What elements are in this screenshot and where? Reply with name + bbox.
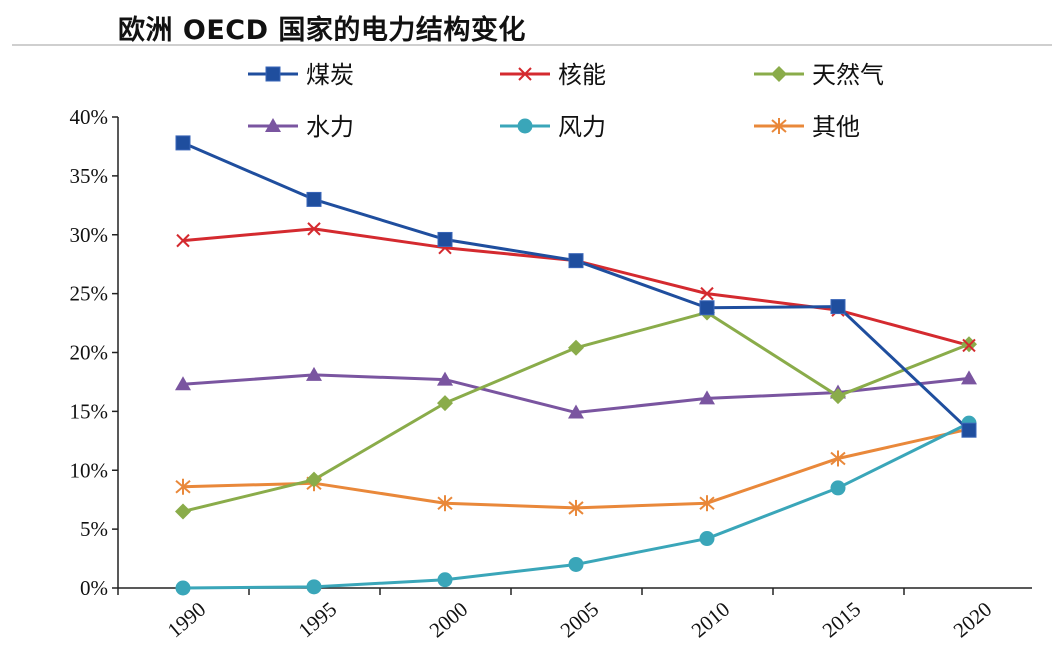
chart-title: 欧洲 OECD 国家的电力结构变化 [118, 15, 526, 46]
series-line-0 [182, 141, 971, 432]
data-point-4-0 [175, 580, 191, 596]
y-tick-label: 10% [70, 458, 109, 482]
data-point-1-0 [176, 233, 190, 248]
series-line-5 [182, 427, 970, 510]
legend-label: 核能 [558, 61, 606, 89]
data-point-4-2 [437, 572, 453, 588]
data-point-4-1 [306, 579, 322, 595]
data-point-0-6 [961, 422, 977, 438]
y-tick-label: 20% [70, 341, 109, 365]
data-point-1-1 [307, 222, 321, 236]
x-tick-label: 2005 [556, 597, 604, 642]
data-point-3-3 [568, 404, 584, 419]
chart-axes: 0% 5% 10% 15% 20% 25% 30% 35% 40% 1990 1995 2000 200… [70, 105, 1032, 642]
legend-label: 其他 [812, 113, 860, 141]
marker-stroke [700, 286, 714, 301]
x-tick-label: 1995 [294, 597, 342, 642]
legend-marker [771, 66, 787, 82]
data-point-2-1 [306, 471, 322, 488]
y-tick-label: 0% [80, 576, 108, 600]
y-tick-label: 25% [70, 282, 109, 306]
data-point-0-2 [437, 231, 453, 247]
legend-label: 水力 [306, 113, 354, 141]
legend-marker [517, 118, 533, 134]
y-tick-label: 35% [70, 164, 109, 188]
data-point-2-2 [437, 395, 453, 412]
marker-stroke [176, 233, 190, 248]
data-point-0-0 [175, 135, 191, 151]
data-point-5-3 [568, 499, 584, 516]
x-tick-label: 2015 [818, 597, 866, 642]
data-point-0-3 [568, 253, 584, 269]
legend-marker [265, 118, 281, 132]
data-point-5-2 [437, 495, 453, 512]
series-line-1 [182, 227, 970, 347]
y-tick-label: 15% [70, 399, 109, 423]
legend-marker [265, 66, 281, 82]
data-point-3-4 [699, 390, 715, 405]
chart-series-lines [182, 141, 971, 590]
data-point-2-5 [830, 388, 846, 405]
data-point-3-6 [961, 370, 977, 385]
data-point-4-4 [699, 531, 715, 547]
data-point-5-5 [830, 450, 846, 467]
data-point-0-1 [306, 191, 322, 207]
data-point-5-0 [175, 478, 191, 495]
data-point-4-5 [830, 480, 846, 496]
data-point-3-0 [175, 376, 191, 391]
data-point-1-6 [962, 338, 976, 353]
data-point-2-0 [175, 503, 191, 520]
marker-stroke [518, 67, 532, 81]
legend-label: 风力 [558, 113, 606, 141]
chart-series-markers [175, 135, 977, 596]
data-point-3-2 [437, 371, 453, 386]
y-tick-label: 5% [80, 517, 108, 541]
x-tick-label: 2010 [687, 597, 735, 642]
legend-label: 天然气 [812, 61, 884, 89]
legend-marker [771, 118, 787, 134]
data-point-0-4 [699, 300, 715, 316]
data-point-3-1 [306, 366, 322, 381]
data-point-2-3 [568, 339, 584, 356]
data-point-1-4 [700, 286, 714, 301]
data-point-5-4 [699, 495, 715, 512]
marker-stroke [962, 338, 976, 353]
legend-label: 煤炭 [306, 61, 354, 89]
x-tick-label: 1990 [163, 597, 211, 642]
legend-marker [518, 67, 532, 81]
x-tick-label: 2000 [425, 597, 473, 642]
data-point-0-5 [830, 299, 846, 315]
data-point-4-3 [568, 556, 584, 572]
marker-stroke [307, 222, 321, 236]
y-tick-label: 30% [70, 223, 109, 247]
title-divider [12, 44, 1052, 46]
y-tick-label: 40% [70, 105, 109, 129]
x-tick-label: 2020 [949, 597, 997, 642]
